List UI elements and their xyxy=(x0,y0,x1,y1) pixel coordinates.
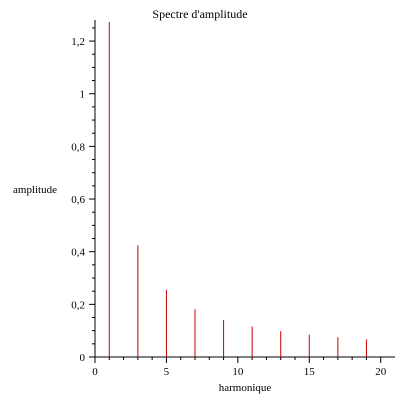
x-tick-label: 15 xyxy=(304,366,316,378)
ticks: 0 5 10 15 20 0 0,2 0,4 0,6 0,8 1 1,2 xyxy=(71,27,387,378)
chart-title: Spectre d'amplitude xyxy=(152,7,247,21)
y-tick-label: 0,8 xyxy=(71,141,85,153)
axes xyxy=(94,20,395,358)
y-tick-label: 1 xyxy=(80,89,86,101)
x-tick-label: 5 xyxy=(164,366,170,378)
x-tick-label: 10 xyxy=(232,366,244,378)
y-axis-label: amplitude xyxy=(13,184,57,196)
x-tick-label: 20 xyxy=(375,366,387,378)
y-tick-label: 0,6 xyxy=(71,194,85,206)
spectrum-bars xyxy=(108,21,367,357)
y-tick-label: 0,2 xyxy=(71,299,85,311)
x-axis-label: harmonique xyxy=(219,382,272,394)
y-tick-label: 0 xyxy=(80,352,86,364)
y-tick-label: 0,4 xyxy=(71,247,85,259)
y-tick-label: 1,2 xyxy=(71,36,85,48)
x-tick-label: 0 xyxy=(92,366,98,378)
